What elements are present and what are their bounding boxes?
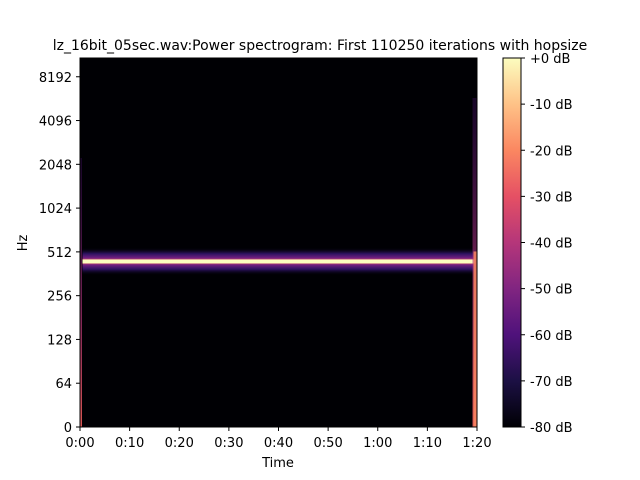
tone-peak-line [82,259,475,264]
colorbar-tick-label: -30 dB [530,190,573,205]
y-axis: 0 64 128 256 512 1024 2048 4096 8192 [39,71,80,436]
colorbar [502,57,522,428]
x-tick-label: 0:00 [65,436,94,451]
x-tick-label: 1:20 [462,436,491,451]
x-tick-label: 0:10 [115,436,144,451]
spectrogram-background [80,58,477,427]
x-axis-label: Time [261,456,294,471]
colorbar-tick-label: -10 dB [530,98,573,113]
y-tick-label: 0 [64,421,72,436]
x-tick-label: 0:50 [314,436,343,451]
colorbar-tick-label: -50 dB [530,283,573,298]
y-tick-label: 2048 [39,158,72,173]
colorbar-tick-label: -80 dB [530,421,573,436]
colorbar-tick-label: -60 dB [530,329,573,344]
colorbar-tick-label: -70 dB [530,375,573,390]
x-tick-label: 0:30 [214,436,243,451]
colorbar-tick-label: -40 dB [530,237,573,252]
chart-title: lz_16bit_05sec.wav:Power spectrogram: Fi… [53,38,588,54]
offset-transient-core [473,251,477,427]
colorbar-tick-label: +0 dB [530,52,570,67]
x-axis: 0:00 0:10 0:20 0:30 0:40 0:50 1:00 1:10 1:20 [65,427,492,451]
x-tick-label: 0:40 [264,436,293,451]
x-tick-label: 1:10 [413,436,442,451]
y-tick-label: 256 [47,290,72,305]
onset-transient [80,158,82,427]
y-tick-label: 8192 [39,71,72,86]
y-tick-label: 4096 [39,115,72,130]
y-tick-label: 512 [47,246,72,261]
x-tick-label: 1:00 [363,436,392,451]
tone-layer [80,98,478,427]
y-tick-label: 64 [55,377,72,392]
y-axis-label: Hz [16,235,31,252]
x-tick-label: 0:20 [165,436,194,451]
colorbar-tick-label: -20 dB [530,144,573,159]
colorbar-ticks: +0 dB -10 dB -20 dB -30 dB -40 dB -50 dB -60 d… [521,52,573,436]
y-tick-label: 1024 [39,202,72,217]
y-tick-label: 128 [47,333,72,348]
